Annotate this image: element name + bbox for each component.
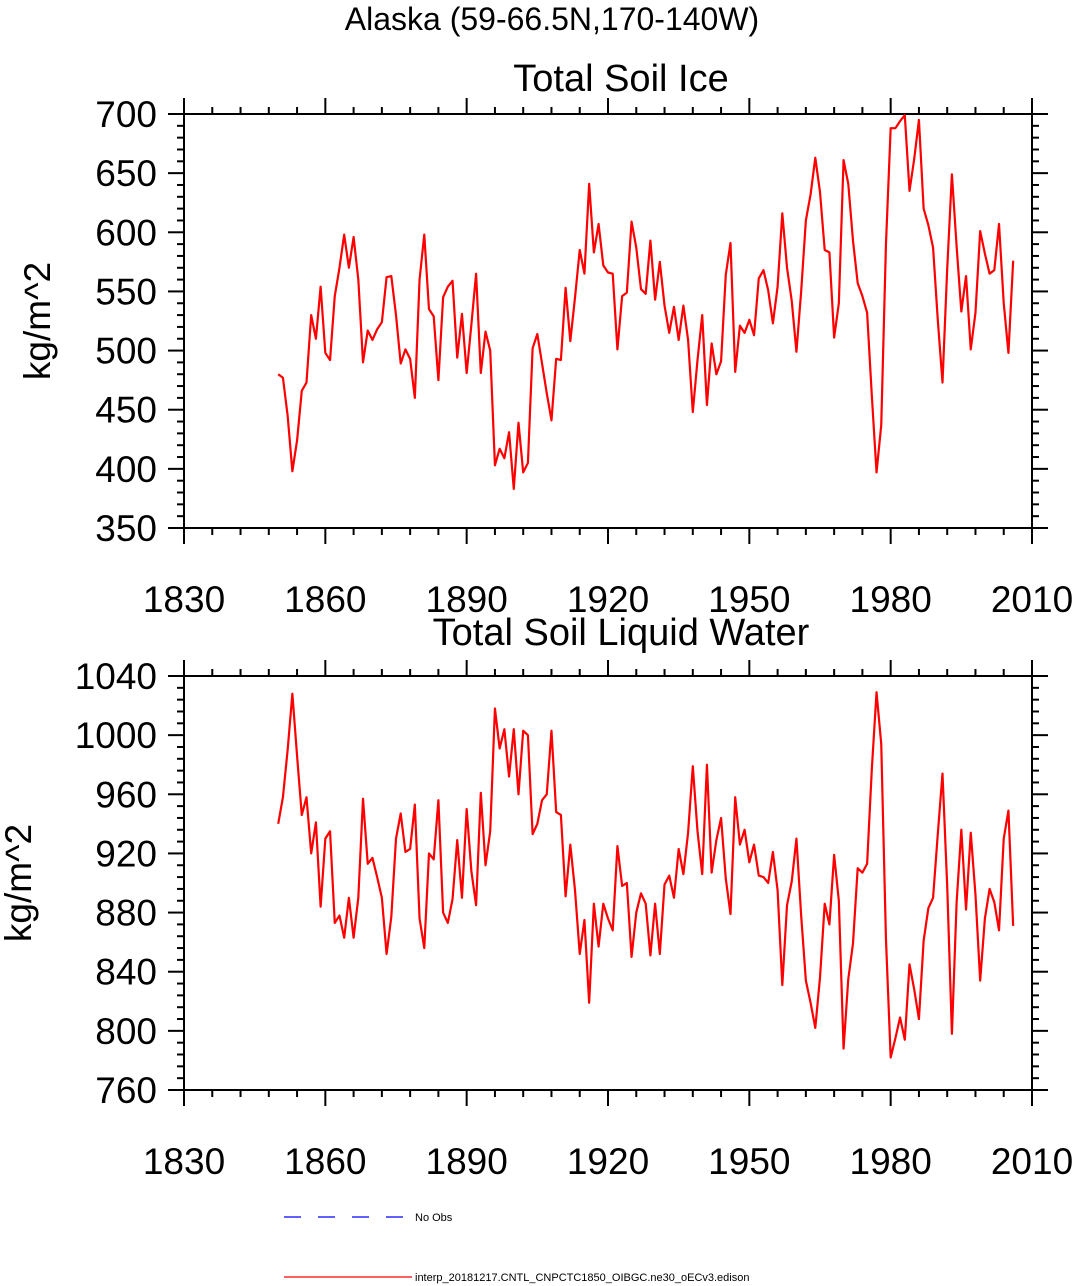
y-tick-label: 450 [95,390,157,431]
axis-tick-labels: 1830 1860 1890 1920 1950 1980 2010 760 800 840 880… [75,656,1073,1182]
axis-ticks [168,660,1048,1106]
y-tick-label: 960 [95,774,157,815]
x-tick-label: 1980 [850,579,932,620]
x-tick-label: 2010 [991,1141,1073,1182]
figure-title: Alaska (59-66.5N,170-140W) [345,1,759,37]
x-tick-label: 1860 [284,1141,366,1182]
y-tick-label: 1040 [75,656,157,697]
y-tick-label: 350 [95,508,157,549]
x-tick-label: 1920 [567,1141,649,1182]
y-tick-label: 700 [95,94,157,135]
series-group [277,691,1015,1059]
legend-label-model: interp_20181217.CNTL_CNPCTC1850_OIBGC.ne… [415,1272,749,1284]
x-tick-label: 1860 [284,579,366,620]
y-tick-label: 550 [95,271,157,312]
axis-tick-labels: 1830 1860 1890 1920 1950 1980 2010 350 400 450 500… [95,94,1073,620]
y-tick-label: 920 [95,833,157,874]
y-tick-label: 840 [95,952,157,993]
x-tick-label: 1950 [708,579,790,620]
x-tick-label: 1950 [708,1141,790,1182]
y-axis-label: kg/m^2 [17,262,58,380]
x-tick-label: 1890 [426,1141,508,1182]
y-tick-label: 600 [95,212,157,253]
x-tick-label: 1980 [850,1141,932,1182]
x-tick-label: 1830 [143,1141,225,1182]
panel-total-soil-ice: Total Soil Ice kg/m^2 1830 1860 1890 1920 19… [17,58,1073,620]
legend-label-no-obs: No Obs [415,1212,453,1224]
y-tick-label: 800 [95,1011,157,1052]
series-group [277,114,1015,491]
legend: No Obs interp_20181217.CNTL_CNPCTC1850_O… [284,1212,749,1284]
axis-ticks [168,98,1048,544]
x-tick-label: 1890 [426,579,508,620]
x-tick-label: 2010 [991,579,1073,620]
x-tick-label: 1920 [567,579,649,620]
series-line [277,114,1015,491]
y-tick-label: 1000 [75,715,157,756]
x-tick-label: 1830 [143,579,225,620]
y-tick-label: 880 [95,893,157,934]
panel-total-soil-liquid-water: Total Soil Liquid Water kg/m^2 1830 1860 1… [0,612,1073,1182]
y-tick-label: 650 [95,153,157,194]
y-tick-label: 500 [95,331,157,372]
y-axis-label: kg/m^2 [0,824,39,942]
series-line [277,691,1015,1059]
panel-title: Total Soil Ice [513,58,728,100]
y-tick-label: 400 [95,449,157,490]
panel-title: Total Soil Liquid Water [433,612,810,654]
y-tick-label: 760 [95,1070,157,1111]
